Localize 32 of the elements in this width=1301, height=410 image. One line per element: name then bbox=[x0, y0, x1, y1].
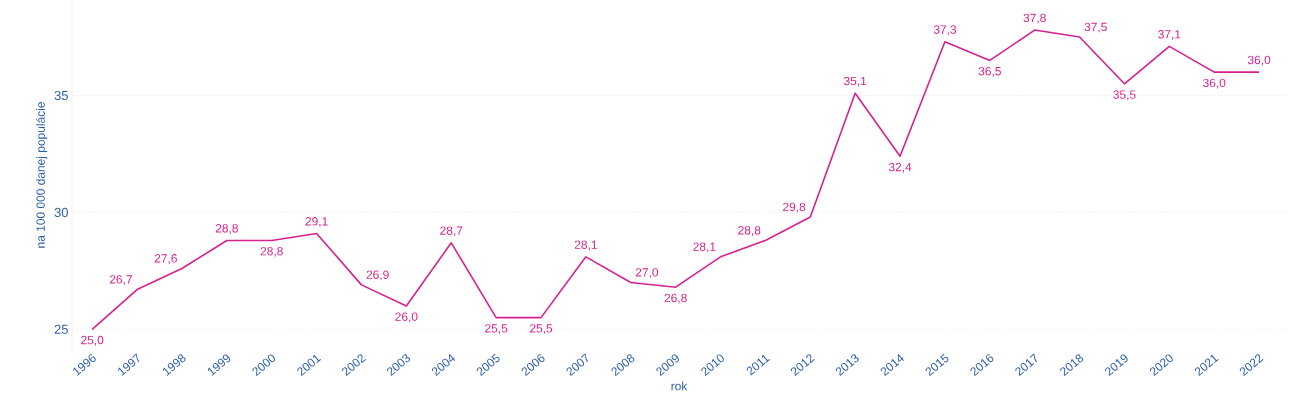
data-label: 36,5 bbox=[978, 66, 1001, 77]
y-axis-title: na 100 000 danej populácie bbox=[35, 102, 48, 248]
data-label: 37,5 bbox=[1084, 22, 1107, 33]
data-label: 26,0 bbox=[395, 312, 418, 323]
y-tick-label: 25 bbox=[54, 324, 68, 334]
x-axis-title: rok bbox=[671, 381, 688, 391]
data-label: 25,5 bbox=[529, 324, 553, 335]
data-label: 29,8 bbox=[783, 202, 806, 213]
data-label: 36,0 bbox=[1203, 78, 1226, 89]
data-label: 32,4 bbox=[888, 162, 912, 173]
data-label: 36,0 bbox=[1247, 55, 1271, 66]
data-label: 37,8 bbox=[1023, 13, 1046, 24]
data-label: 28,8 bbox=[738, 226, 761, 236]
data-label: 26,9 bbox=[366, 270, 389, 281]
y-tick-label: 35 bbox=[54, 90, 68, 101]
data-label: 37,3 bbox=[933, 25, 957, 36]
data-label: 26,7 bbox=[109, 275, 132, 286]
data-label: 28,1 bbox=[574, 240, 597, 251]
data-label: 27,0 bbox=[635, 268, 659, 279]
data-label: 27,6 bbox=[154, 254, 177, 264]
data-label: 25,0 bbox=[81, 335, 104, 346]
data-label: 26,8 bbox=[664, 293, 687, 304]
data-label: 28,8 bbox=[215, 224, 238, 234]
data-label: 35,5 bbox=[1113, 90, 1136, 101]
y-tick-label: 30 bbox=[54, 207, 68, 217]
data-label: 29,1 bbox=[305, 217, 328, 227]
data-label: 28,8 bbox=[260, 246, 283, 257]
data-label: 28,7 bbox=[440, 226, 463, 237]
data-label: 28,1 bbox=[693, 242, 716, 253]
data-label: 35,1 bbox=[843, 76, 867, 87]
data-label: 37,1 bbox=[1158, 30, 1181, 40]
data-label: 25,5 bbox=[485, 324, 508, 335]
